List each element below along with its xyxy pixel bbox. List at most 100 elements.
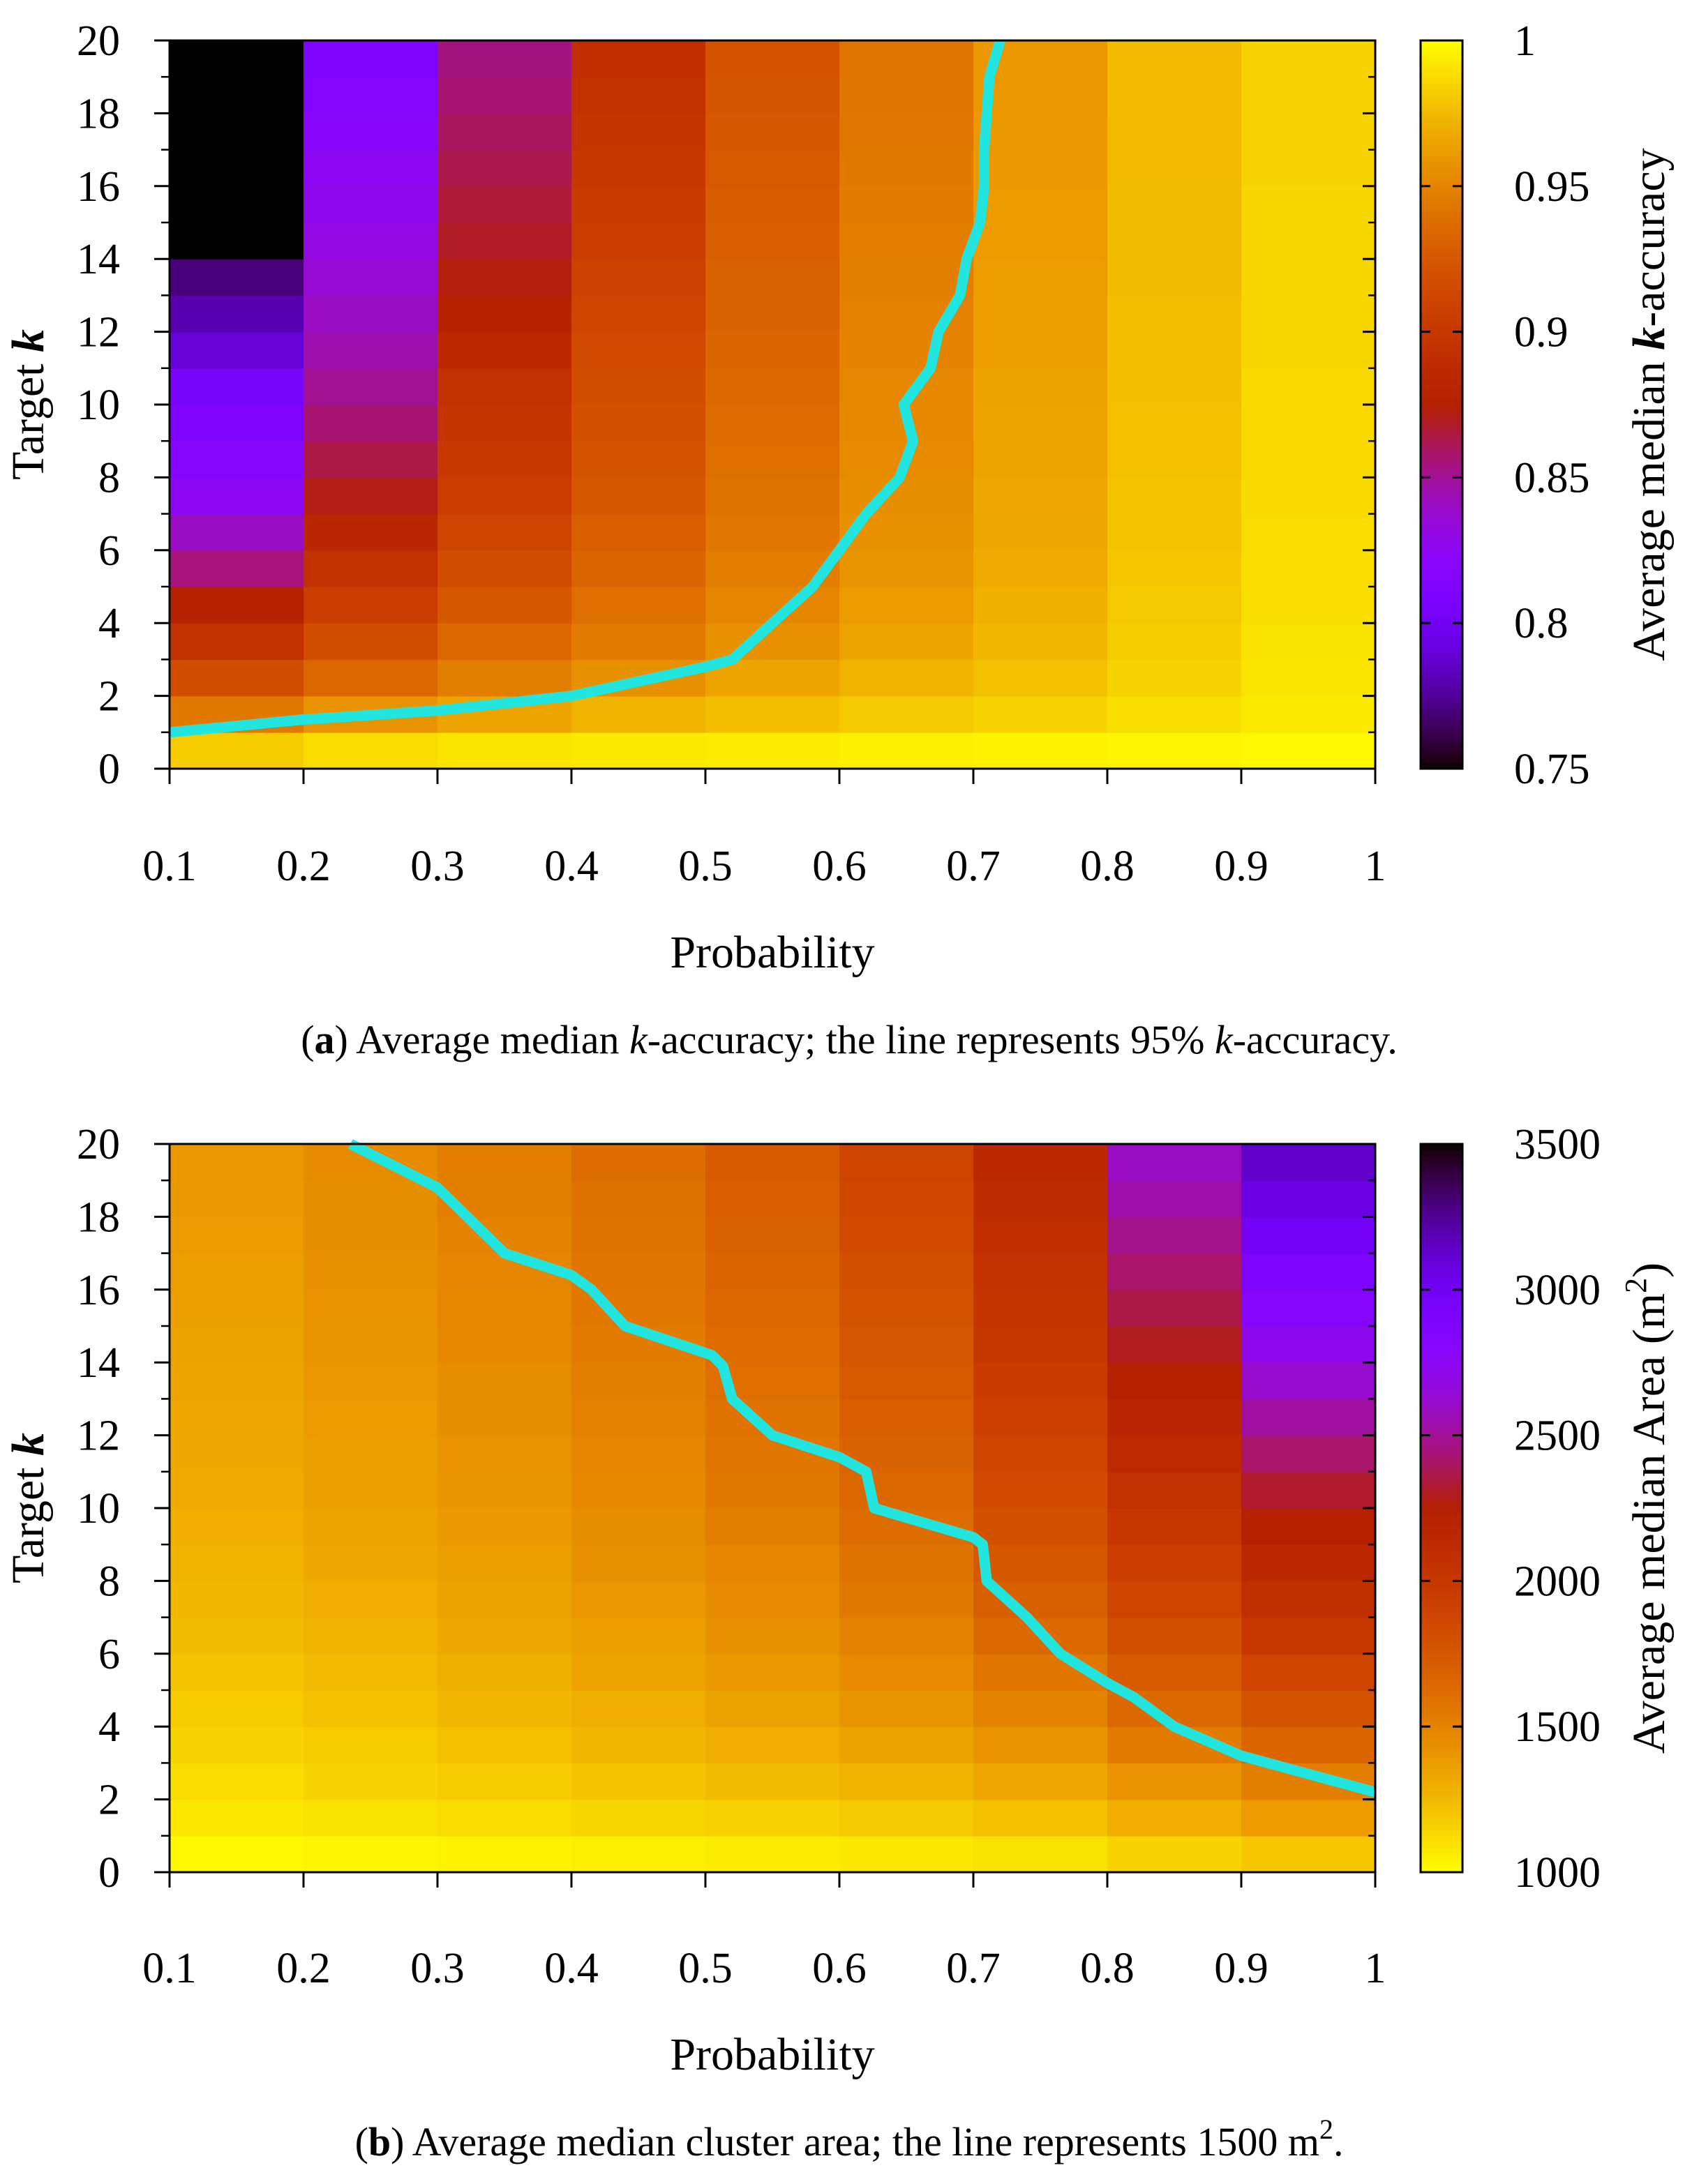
contour-line [347, 1139, 1377, 1798]
heatmap-cell [973, 223, 1108, 259]
heatmap-cell [1107, 1362, 1242, 1400]
heatmap-cell [1107, 1217, 1242, 1254]
x-tick-label: 0.3 [410, 1945, 465, 1992]
heatmap-cell [437, 1763, 572, 1800]
heatmap-cell [705, 331, 840, 369]
heatmap-cell [1107, 513, 1242, 551]
heatmap-cell [705, 405, 840, 442]
colorbar-segment [1421, 1453, 1462, 1461]
colorbar-label-prefix: Average median [1624, 350, 1675, 661]
colorbar-segment [1421, 241, 1462, 248]
x-tick-label: 0.2 [276, 1945, 331, 1992]
heatmap-cell [973, 1835, 1108, 1873]
colorbar-segment [1421, 1690, 1462, 1697]
heatmap-cell [839, 1799, 974, 1837]
heatmap-cell [1241, 659, 1376, 697]
heatmap-cell [170, 40, 304, 77]
heatmap-cell [1241, 441, 1376, 479]
heatmap-cell [437, 1435, 572, 1473]
colorbar-segment [1421, 1745, 1462, 1752]
x-tick-label: 0.7 [946, 1945, 1001, 1992]
y-axis-label: Target k [3, 329, 54, 480]
heatmap-cell [1241, 1144, 1376, 1181]
heatmap-cell [304, 113, 438, 151]
x-axis-ticks: 0.1 0.2 0.3 0.4 0.5 0.6 0.7 0.8 0.9 1 [142, 1872, 1386, 1992]
heatmap-cell [1241, 1835, 1376, 1873]
heatmap-cell [1107, 441, 1242, 479]
heatmap-cell [170, 295, 304, 333]
heatmap-cell [571, 550, 706, 587]
heatmap-cell [973, 732, 1108, 769]
y-axis-label-variable: k [3, 329, 54, 352]
heatmap-cell [304, 1362, 438, 1400]
heatmap-cell [437, 77, 572, 114]
caption-variable: k [1215, 1017, 1234, 1062]
heatmap-cell [973, 149, 1108, 187]
heatmap-cell [1107, 1144, 1242, 1181]
heatmap-cell [705, 1180, 840, 1218]
colorbar-segment [1421, 204, 1462, 211]
heatmap-cell [1241, 40, 1376, 77]
heatmap-cell [437, 1326, 572, 1363]
heatmap-cell [437, 223, 572, 259]
y-tick-label: 6 [98, 1631, 120, 1678]
heatmap-cell [304, 1471, 438, 1509]
colorbar-segment [1421, 1532, 1462, 1539]
heatmap-cell [973, 550, 1108, 587]
colorbar-segment [1421, 556, 1462, 563]
colorbar-segment [1421, 453, 1462, 460]
colorbar-segment [1421, 1769, 1462, 1776]
heatmap-cell [170, 223, 304, 259]
heatmap-cell [705, 1763, 840, 1800]
heatmap-cell [973, 1399, 1108, 1436]
heatmap-cell [1107, 1180, 1242, 1218]
heatmap-cell [1241, 623, 1376, 661]
colorbar-segment [1421, 1611, 1462, 1618]
heatmap-cell [437, 295, 572, 333]
heatmap-cell [170, 477, 304, 515]
colorbar-segment [1421, 489, 1462, 497]
heatmap-cell [170, 1180, 304, 1218]
colorbar-segment [1421, 52, 1462, 59]
colorbar-segment [1421, 1520, 1462, 1527]
y-tick-label: 6 [98, 527, 120, 575]
colorbar-segment [1421, 368, 1462, 375]
colorbar-segment [1421, 198, 1462, 205]
colorbar-segment [1421, 1812, 1462, 1818]
colorbar-segment [1421, 1848, 1462, 1855]
y-tick-label: 14 [77, 236, 120, 283]
heatmap-cell [170, 732, 304, 769]
y-axis-ticks: 0 2 4 6 8 10 12 14 16 18 20 [77, 17, 1375, 793]
heatmap-cell [973, 1326, 1108, 1363]
heatmap-cell [839, 550, 974, 587]
colorbar-segment [1421, 362, 1462, 369]
colorbar-segment [1421, 1459, 1462, 1466]
heatmap-cell [1107, 77, 1242, 114]
heatmap-cell [437, 259, 572, 296]
colorbar-segment [1421, 598, 1462, 605]
y-tick-label: 12 [77, 1413, 120, 1460]
colorbar-segment [1421, 1241, 1462, 1248]
colorbar-segment [1421, 1198, 1462, 1205]
contour-line [169, 38, 1005, 738]
heatmap-cell [571, 1544, 706, 1582]
x-tick-label: 0.9 [1214, 1945, 1268, 1992]
colorbar-segment [1421, 1605, 1462, 1612]
heatmap-cell [1241, 513, 1376, 551]
heatmap-cell [170, 331, 304, 369]
x-axis-label: Probability [670, 2029, 874, 2080]
colorbar-segment [1421, 502, 1462, 509]
heatmap-cell [170, 77, 304, 114]
heatmap-cell [705, 40, 840, 77]
caption-open-paren: ( [355, 2119, 368, 2164]
heatmap-cell [839, 1253, 974, 1290]
colorbar-segment [1421, 374, 1462, 381]
heatmap-cell [1241, 259, 1376, 296]
heatmap-cell [1107, 331, 1242, 369]
colorbar-tick-label: 3500 [1514, 1121, 1601, 1168]
colorbar-segment [1421, 1247, 1462, 1254]
heatmap-cell [839, 732, 974, 769]
heatmap-cell [437, 1399, 572, 1436]
heatmap-cell [973, 259, 1108, 296]
colorbar-segment [1421, 1666, 1462, 1673]
